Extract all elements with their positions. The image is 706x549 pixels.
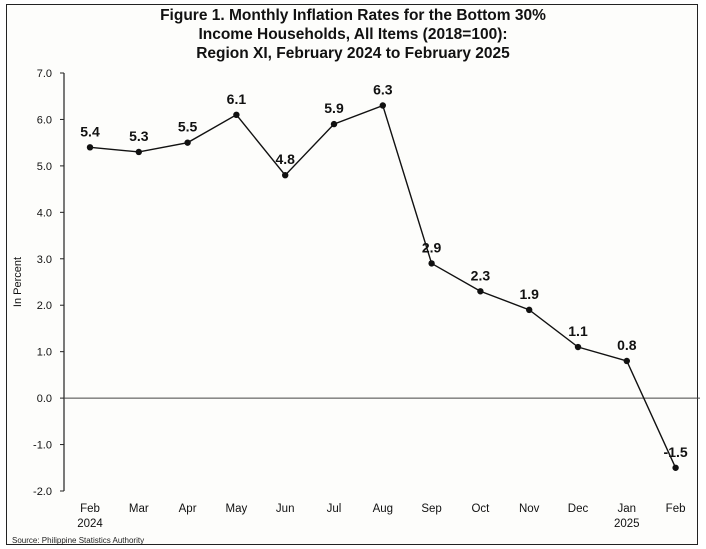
data-label: 5.4 — [80, 123, 100, 139]
data-label: 1.1 — [568, 323, 588, 339]
x-tick-label: Oct — [471, 503, 490, 515]
x-tick-label: Apr — [179, 503, 197, 515]
data-point — [330, 120, 338, 128]
y-tick-label: 1.0 — [37, 347, 52, 359]
chart-title-line-1: Figure 1. Monthly Inflation Rates for th… — [160, 7, 546, 24]
x-tick-label: Jun — [276, 503, 295, 515]
data-point — [233, 111, 240, 119]
data-point — [379, 102, 386, 109]
x-year-label: 2024 — [77, 518, 103, 530]
data-label: 0.8 — [617, 337, 637, 353]
x-tick-label: Feb — [666, 503, 686, 515]
data-label: 6.1 — [227, 91, 247, 107]
y-tick-label: 2.0 — [37, 300, 52, 312]
x-tick-labels: Feb 2024 Mar Apr May Jun Jul Aug Sep Oct Nov Dec Jan… — [77, 503, 685, 530]
data-label: 5.3 — [129, 128, 149, 144]
data-point — [184, 139, 191, 146]
x-tick-label: Mar — [129, 503, 149, 515]
y-tick-label: -1.0 — [33, 440, 52, 452]
series-line — [89, 104, 677, 469]
data-point — [477, 288, 484, 295]
y-tick-label: 7.0 — [37, 68, 52, 80]
x-tick-label: Nov — [519, 503, 540, 515]
data-label: 2.3 — [471, 267, 491, 283]
data-point — [526, 306, 533, 314]
data-label: 5.9 — [324, 100, 344, 116]
data-point — [86, 144, 94, 151]
y-tick-label: 4.0 — [37, 207, 52, 219]
x-tick-label: Jan — [618, 503, 637, 515]
source-note: Source: Philippine Statistics Authority — [12, 536, 145, 545]
data-label: 6.3 — [373, 82, 393, 98]
y-axis-label: In Percent — [12, 257, 24, 307]
data-labels: 5.4 5.3 5.5 6.1 4.8 5.9 6.3 2.9 2.3 1.9 1.1 0.8 -1.5 — [80, 82, 688, 460]
data-label: 5.5 — [178, 119, 198, 135]
data-point — [574, 343, 582, 351]
x-tick-label: May — [226, 503, 248, 515]
chart-axes — [63, 73, 700, 491]
chart-title: Figure 1. Monthly Inflation Rates for th… — [0, 6, 706, 63]
data-point — [623, 357, 630, 365]
y-tick-label: -2.0 — [33, 486, 52, 498]
y-tick-label: 6.0 — [37, 114, 52, 126]
data-point — [428, 260, 435, 267]
y-tick-label: 3.0 — [37, 254, 52, 266]
data-points — [86, 102, 679, 471]
x-tick-label: Sep — [421, 503, 441, 515]
x-tick-label: Aug — [373, 503, 393, 515]
y-tick-labels: 7.0 6.0 5.0 4.0 3.0 2.0 1.0 0.0 -1.0 -2.0 — [33, 68, 64, 498]
data-label: 1.9 — [519, 286, 539, 302]
data-point — [135, 148, 142, 156]
y-tick-label: 5.0 — [37, 161, 52, 173]
data-label: 4.8 — [275, 151, 295, 167]
data-label: -1.5 — [664, 444, 688, 460]
x-tick-label: Dec — [568, 503, 589, 515]
series-line-path — [89, 104, 677, 469]
chart-title-line-2: Income Households, All Items (2018=100): — [198, 26, 508, 43]
data-label: 2.9 — [422, 239, 442, 255]
data-point — [282, 171, 289, 179]
chart-frame — [6, 4, 698, 545]
x-tick-label: Feb — [80, 503, 100, 515]
chart-title-line-3: Region XI, February 2024 to February 202… — [196, 45, 510, 62]
y-tick-label: 0.0 — [37, 393, 52, 405]
data-point — [672, 464, 679, 471]
x-year-label: 2025 — [614, 518, 640, 530]
x-tick-label: Jul — [327, 503, 342, 515]
